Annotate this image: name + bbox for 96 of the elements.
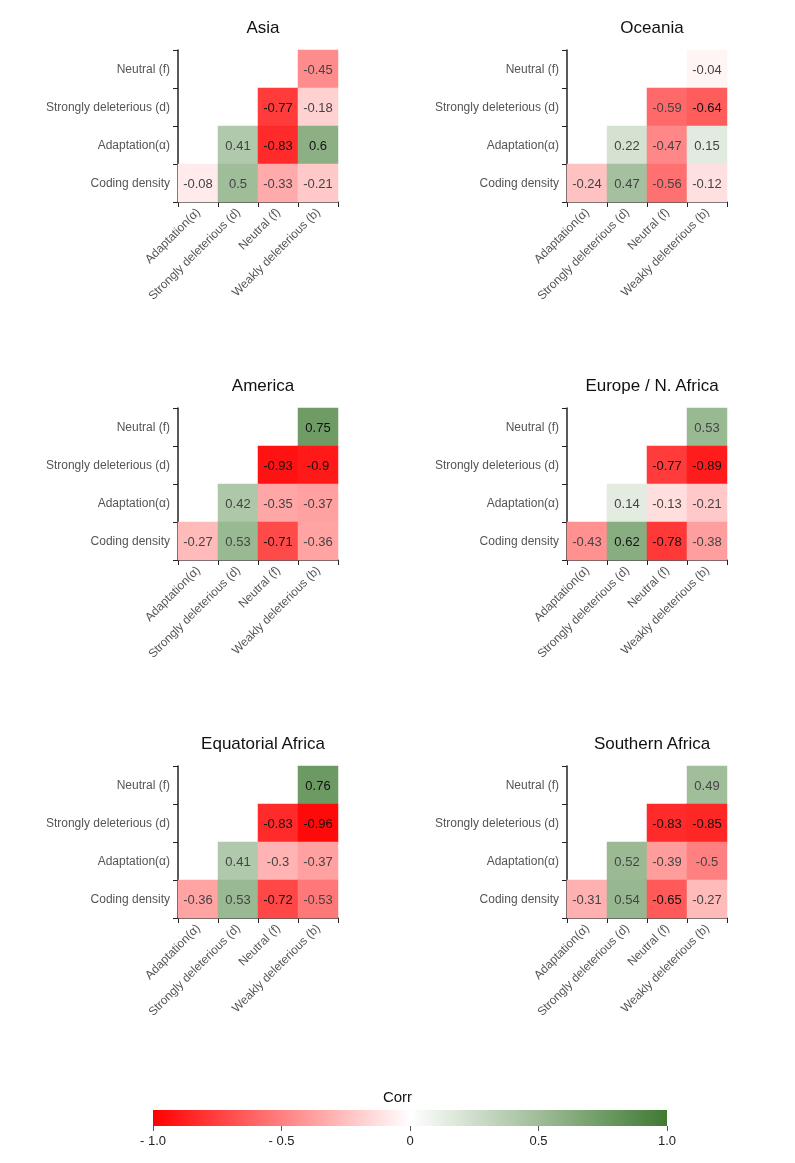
data-label: -0.77 [263, 99, 293, 115]
y-tick-label: Adaptation(α) [97, 138, 170, 152]
color-bar-label: 0.5 [529, 1133, 548, 1148]
data-label: -0.37 [303, 495, 333, 511]
y-tick-label: Adaptation(α) [486, 496, 559, 510]
data-label: -0.43 [572, 533, 602, 549]
data-label: -0.53 [303, 891, 333, 907]
data-label: -0.21 [692, 495, 722, 511]
data-label: 0.53 [225, 891, 251, 907]
data-label: -0.85 [692, 815, 722, 831]
data-label: 0.49 [694, 777, 720, 793]
data-label: -0.27 [692, 891, 722, 907]
data-label: -0.24 [572, 175, 602, 191]
data-label: -0.18 [303, 99, 333, 115]
chart-title: Oceania [620, 18, 685, 37]
data-label: -0.36 [303, 533, 333, 549]
data-label: -0.72 [263, 891, 293, 907]
data-label: -0.64 [692, 99, 722, 115]
y-tick-label: Strongly deleterious (d) [45, 458, 170, 472]
data-label: -0.5 [695, 853, 719, 869]
data-label: -0.12 [692, 175, 722, 191]
data-label: -0.3 [266, 853, 290, 869]
y-tick-label: Coding density [479, 534, 559, 548]
data-label: -0.13 [652, 495, 682, 511]
data-label: -0.08 [183, 175, 213, 191]
data-label: 0.14 [614, 495, 640, 511]
data-label: 0.47 [614, 175, 640, 191]
color-bar-label: - 0.5 [268, 1133, 295, 1148]
data-label: 0.53 [694, 419, 720, 435]
data-label: 0.53 [225, 533, 251, 549]
y-tick-label: Strongly deleterious (d) [434, 100, 559, 114]
data-label: 0.22 [614, 137, 640, 153]
data-label: -0.35 [263, 495, 293, 511]
data-label: 0.42 [225, 495, 251, 511]
y-tick-label: Coding density [90, 892, 170, 906]
y-tick-label: Adaptation(α) [486, 138, 559, 152]
data-label: -0.04 [692, 61, 722, 77]
data-label: 0.62 [614, 533, 640, 549]
data-label: -0.33 [263, 175, 293, 191]
data-label: -0.9 [306, 457, 330, 473]
data-label: 0.41 [225, 137, 251, 153]
y-tick-label: Strongly deleterious (d) [45, 816, 170, 830]
data-label: -0.83 [263, 137, 293, 153]
y-tick-label: Strongly deleterious (d) [434, 816, 559, 830]
y-tick-label: Strongly deleterious (d) [45, 100, 170, 114]
data-label: -0.37 [303, 853, 333, 869]
data-label: -0.78 [652, 533, 682, 549]
data-label: -0.31 [572, 891, 602, 907]
data-label: -0.39 [652, 853, 682, 869]
data-label: -0.65 [652, 891, 682, 907]
data-label: 0.75 [305, 419, 331, 435]
data-label: -0.83 [263, 815, 293, 831]
data-label: 0.15 [694, 137, 720, 153]
data-label: -0.27 [183, 533, 213, 549]
data-label: 0.5 [228, 175, 248, 191]
y-tick-label: Adaptation(α) [486, 854, 559, 868]
data-label: 0.76 [305, 777, 331, 793]
color-bar-label: 1.0 [657, 1133, 677, 1148]
y-tick-label: Adaptation(α) [97, 496, 170, 510]
data-label: -0.47 [652, 137, 682, 153]
y-tick-label: Neutral (f) [505, 420, 559, 434]
y-tick-label: Coding density [90, 534, 170, 548]
y-tick-label: Neutral (f) [116, 62, 170, 76]
y-tick-label: Coding density [90, 176, 170, 190]
chart-title: Equatorial Africa [201, 734, 326, 753]
y-tick-label: Neutral (f) [505, 778, 559, 792]
data-label: -0.96 [303, 815, 333, 831]
color-bar-label: - 1.0 [139, 1133, 167, 1148]
chart-title: Europe / N. Africa [585, 376, 720, 395]
data-label: -0.56 [652, 175, 682, 191]
data-label: 0.52 [614, 853, 640, 869]
chart-title: America [231, 376, 295, 395]
data-label: -0.93 [263, 457, 293, 473]
y-tick-label: Neutral (f) [505, 62, 559, 76]
y-tick-label: Coding density [479, 176, 559, 190]
y-tick-label: Neutral (f) [116, 420, 170, 434]
data-label: -0.89 [692, 457, 722, 473]
chart-title: Asia [246, 18, 281, 37]
y-tick-label: Neutral (f) [116, 778, 170, 792]
y-tick-label: Strongly deleterious (d) [434, 458, 559, 472]
data-label: -0.59 [652, 99, 682, 115]
data-label: -0.21 [303, 175, 333, 191]
data-label: -0.45 [303, 61, 333, 77]
data-label: 0.6 [308, 137, 328, 153]
y-tick-label: Adaptation(α) [97, 854, 170, 868]
data-label: 0.41 [225, 853, 251, 869]
chart-title: Southern Africa [593, 734, 711, 753]
data-label: -0.36 [183, 891, 213, 907]
color-bar-title: Corr [382, 1088, 413, 1105]
data-label: -0.77 [652, 457, 682, 473]
y-tick-label: Coding density [479, 892, 559, 906]
data-label: 0.54 [614, 891, 640, 907]
data-label: -0.38 [692, 533, 722, 549]
color-bar-label: 0 [406, 1133, 414, 1148]
data-label: -0.71 [263, 533, 293, 549]
data-label: -0.83 [652, 815, 682, 831]
